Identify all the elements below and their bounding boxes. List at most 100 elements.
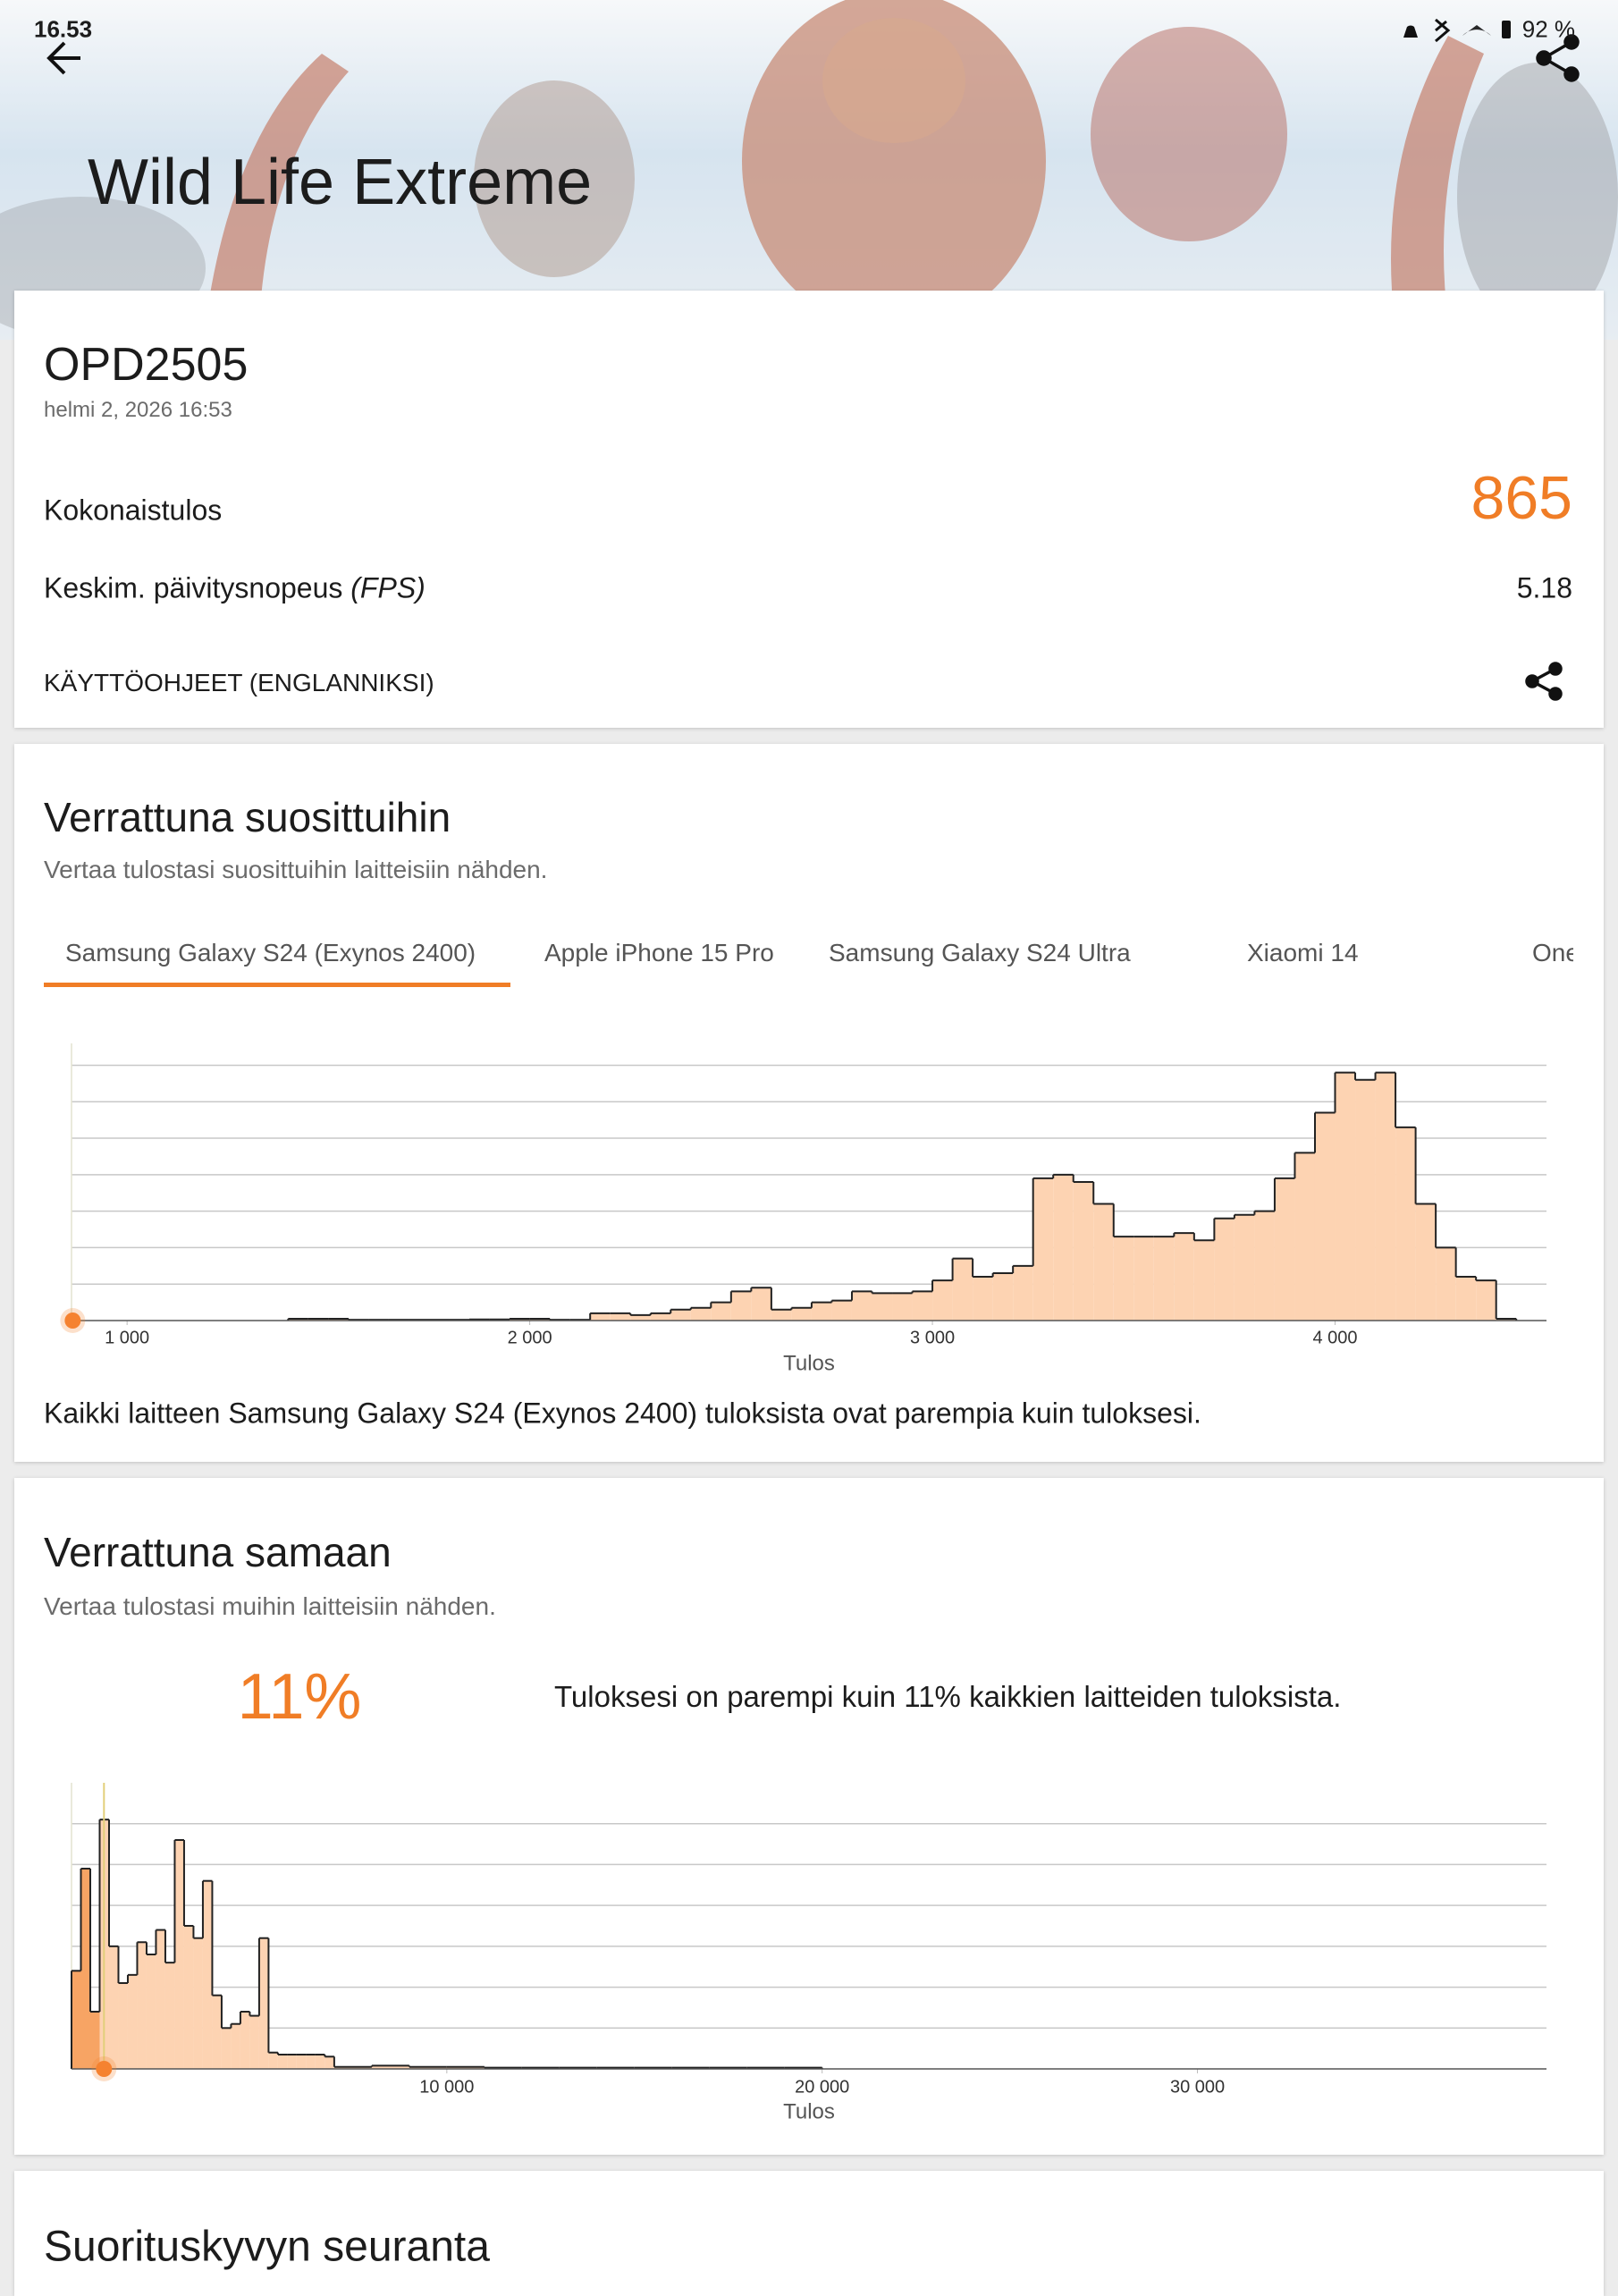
histogram-bar [711,1302,731,1321]
tab-indicator [44,983,510,987]
histogram-bar [1174,1233,1194,1321]
histogram-bar [811,1302,832,1321]
histogram-bar [258,1937,269,2069]
histogram-bar [277,2055,288,2069]
tab[interactable]: Xiaomi 14 [1247,939,1359,967]
histogram-bar [1436,1247,1456,1321]
histogram-bar [183,1926,194,2069]
histogram-bar [1395,1127,1416,1321]
histogram-bar [156,1929,165,2069]
histogram-bar [892,1293,913,1321]
x-tick-label: 10 000 [419,2077,474,2097]
histogram-bar [1113,1237,1134,1321]
histogram-bar [1496,1318,1517,1321]
histogram-bar [771,1309,792,1321]
x-axis-label: Tulos [783,1351,835,1375]
tab[interactable]: Samsung Galaxy S24 Ultra [829,939,1131,967]
histogram-bar [730,1291,752,1321]
histogram-bar [72,1971,81,2069]
score-marker [96,2061,113,2077]
fps-label-text: Keskim. päivitysnopeus [44,571,343,604]
score-label: Kokonaistulos [44,494,223,527]
histogram-bar [932,1280,953,1321]
histogram-bar [1193,1240,1215,1321]
tab[interactable]: One [1532,939,1573,967]
histogram-bar [1053,1174,1074,1321]
histogram-bar [670,1309,691,1321]
histogram-bar [108,1946,119,2069]
histogram-bar [240,2012,250,2069]
score-value: 865 [1471,464,1572,532]
page-title: Wild Life Extreme [88,147,593,218]
section-title: Verrattuna samaan [44,1529,392,1575]
histogram-bar [89,2012,100,2069]
section-subtitle: Vertaa tulostasi suosittuihin laitteisii… [44,856,548,883]
histogram-bar [333,2066,372,2069]
x-tick-label: 1 000 [105,1328,149,1347]
fps-value: 5.18 [1516,571,1572,604]
histogram-bar [690,1307,712,1321]
device-name: OPD2505 [44,339,249,391]
histogram-bar [590,1313,611,1321]
histogram-bar [287,2055,297,2069]
histogram-bar [610,1313,631,1321]
histogram-bar [1355,1079,1376,1321]
back-icon[interactable] [46,41,80,75]
histogram-bar [371,2065,409,2069]
header-image [0,0,1618,340]
histogram-bar [146,1954,156,2069]
x-axis-label: Tulos [783,2099,835,2123]
histogram-bar [409,2066,447,2069]
histogram-bar [630,1314,651,1321]
histogram-bar [1415,1203,1437,1321]
tab[interactable]: Apple iPhone 15 Pro [544,939,774,967]
histogram-bar [1234,1214,1255,1321]
x-tick-label: 20 000 [795,2077,849,2097]
status-battery: 92 % [1521,15,1575,43]
histogram-bar [952,1258,973,1321]
histogram-bar [315,2055,325,2069]
histogram-bar [1153,1237,1175,1321]
same-card [14,1478,1604,2155]
x-tick-label: 30 000 [1170,2077,1225,2097]
histogram-bar [328,1318,349,1321]
histogram-bar [221,2028,232,2069]
percentile: 11% [237,1661,362,1733]
tab[interactable]: Samsung Galaxy S24 (Exynos 2400) [65,939,476,967]
histogram-bar [1455,1277,1477,1321]
histogram-bar [973,1277,993,1321]
histogram-bar [193,1937,203,2069]
histogram-bar [118,1983,128,2069]
guide-link[interactable]: KÄYTTÖOHJEET (ENGLANNIKSI) [44,669,434,696]
x-tick-label: 4 000 [1312,1328,1357,1347]
histogram-bar [912,1291,933,1321]
histogram-bar [288,1318,308,1321]
share-icon[interactable] [1536,34,1580,82]
histogram-bar [1274,1178,1295,1321]
status-icons [1403,18,1511,43]
histogram-bar [1032,1178,1054,1321]
histogram-bar [446,2066,485,2069]
section-title: Suorituskyvyn seuranta [44,2223,490,2271]
histogram-bar [751,1287,771,1321]
histogram-bar [231,2023,240,2069]
histogram-bar [872,1293,893,1321]
histogram-bar [1073,1182,1094,1321]
histogram-bar [1314,1112,1336,1321]
histogram-bar [137,1942,147,2069]
histogram-bar [127,1974,138,2069]
histogram-bar [324,2056,334,2069]
histogram-bar [1335,1072,1356,1321]
histogram-bar [791,1307,812,1321]
result-card [14,291,1604,728]
percentile-text: Tuloksesi on parempi kuin 11% kaikkien l… [554,1680,1342,1713]
same-histogram: Tulos 10 000 20 000 30 000 [71,1783,1546,2123]
tracking-card [14,2171,1604,2296]
share-button[interactable] [1521,659,1566,704]
fps-unit: (FPS) [350,571,426,604]
histogram-bar [510,1318,530,1321]
tab-bar: Samsung Galaxy S24 (Exynos 2400) Apple i… [44,933,1573,973]
histogram-bar [1013,1265,1033,1321]
